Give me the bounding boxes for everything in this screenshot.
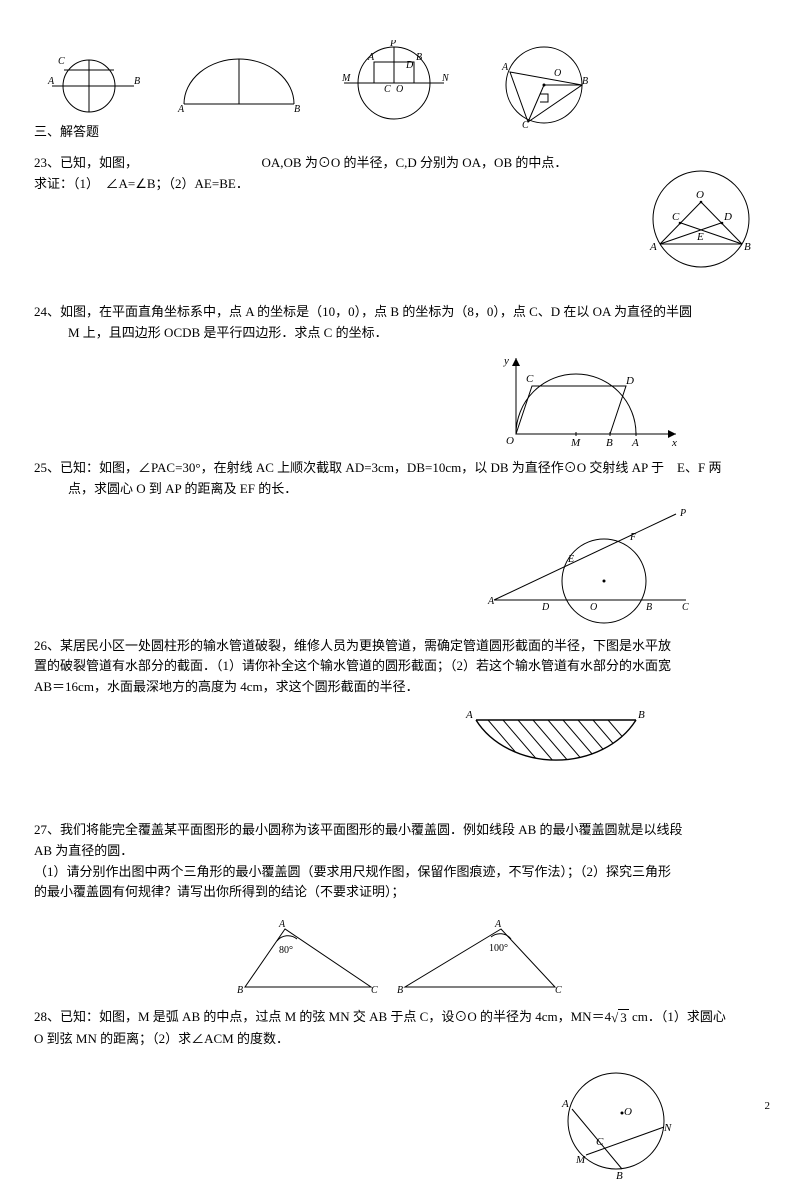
label-D: D bbox=[625, 375, 634, 387]
label-O: O bbox=[590, 602, 597, 613]
p25-line1: 25、已知：如图，∠PAC=30°，在射线 AC 上顺次截取 AD=3cm，DB… bbox=[34, 458, 766, 479]
problem-25: 25、已知：如图，∠PAC=30°，在射线 AC 上顺次截取 AD=3cm，DB… bbox=[34, 458, 766, 626]
problem-27: 27、我们将能完全覆盖某平面图形的最小圆称为该平面图形的最小覆盖圆．例如线段 A… bbox=[34, 820, 766, 997]
label-P: P bbox=[389, 40, 396, 49]
label-N: N bbox=[441, 73, 450, 84]
p25-line2: 点，求圆心 O 到 AP 的距离及 EF 的长． bbox=[34, 479, 766, 500]
problem-24: 24、如图，在平面直角坐标系中，点 A 的坐标是（10，0），点 B 的坐标为（… bbox=[34, 302, 766, 450]
label-M: M bbox=[570, 437, 581, 449]
angle-80: 80° bbox=[279, 945, 293, 956]
p26-line1: 26、某居民小区一处圆柱形的输水管道破裂，维修人员为更换管道，需确定管道圆形截面… bbox=[34, 636, 766, 657]
top-fig-4: A B C O bbox=[484, 40, 604, 130]
fig-26: A B bbox=[456, 706, 656, 776]
label-B: B bbox=[638, 709, 645, 721]
label-A: A bbox=[278, 919, 286, 930]
label-O: O bbox=[624, 1106, 632, 1118]
problem-23: 23、已知，如图， OA,OB 为⊙O 的半径，C,D 分别为 OA，OB 的中… bbox=[34, 153, 766, 275]
label-A: A bbox=[501, 62, 509, 73]
label-A: A bbox=[649, 241, 657, 253]
label-B: B bbox=[397, 985, 403, 996]
problem-26: 26、某居民小区一处圆柱形的输水管道破裂，维修人员为更换管道，需确定管道圆形截面… bbox=[34, 636, 766, 776]
label-B: B bbox=[582, 76, 588, 87]
label-B: B bbox=[616, 1170, 623, 1182]
p26-line2: 置的破裂管道有水部分的截面．（1）请你补全这个输水管道的圆形截面；（2）若这个输… bbox=[34, 656, 766, 677]
label-A: A bbox=[47, 76, 55, 87]
label-B: B bbox=[294, 104, 300, 115]
page-number: 2 bbox=[765, 1098, 771, 1116]
label-F: F bbox=[629, 532, 637, 543]
label-D: D bbox=[405, 60, 414, 71]
p28-line1: 28、已知：如图，M 是弧 AB 的中点，过点 M 的弦 MN 交 AB 于点 … bbox=[34, 1007, 766, 1028]
label-A: A bbox=[177, 104, 185, 115]
fig-25: A P D O B C E F bbox=[486, 506, 696, 626]
label-B: B bbox=[606, 437, 613, 449]
label-A: A bbox=[494, 919, 502, 930]
top-fig-2: A B bbox=[174, 54, 304, 124]
top-figures-row: C A B A B P M N A B D C O A B C O bbox=[34, 40, 766, 130]
label-P: P bbox=[679, 508, 686, 519]
p28-prefix: 28、已知：如图，M 是弧 AB 的中点，过点 M 的弦 MN 交 AB 于点 … bbox=[34, 1009, 611, 1024]
label-O: O bbox=[506, 435, 514, 447]
p27-line3: （1）请分别作出图中两个三角形的最小覆盖圆（要求用尺规作图，保留作图痕迹，不写作… bbox=[34, 862, 766, 883]
p27-line4: 的最小覆盖圆有何规律？请写出你所得到的结论（不要求证明）； bbox=[34, 882, 766, 903]
top-fig-1: C A B bbox=[34, 40, 144, 120]
p24-line1: 24、如图，在平面直角坐标系中，点 A 的坐标是（10，0），点 B 的坐标为（… bbox=[34, 302, 766, 323]
fig-28: O A M B N C bbox=[546, 1065, 686, 1185]
label-M: M bbox=[575, 1154, 586, 1166]
p28-line2: O 到弦 MN 的距离；（2）求∠ACM 的度数． bbox=[34, 1029, 766, 1050]
fig-24: O C D M B A x y bbox=[496, 350, 686, 450]
label-D: D bbox=[541, 602, 550, 613]
label-E: E bbox=[567, 554, 574, 565]
fig-27-left: A B C 80° bbox=[235, 917, 385, 997]
p24-line2: M 上，且四边形 OCDB 是平行四边形．求点 C 的坐标． bbox=[34, 323, 766, 344]
label-C: C bbox=[384, 84, 391, 95]
label-A: A bbox=[561, 1098, 569, 1110]
label-C: C bbox=[672, 211, 680, 223]
label-O: O bbox=[396, 84, 403, 95]
label-B: B bbox=[416, 52, 422, 63]
label-B: B bbox=[237, 985, 243, 996]
label-B: B bbox=[744, 241, 751, 253]
p27-line1: 27、我们将能完全覆盖某平面图形的最小圆称为该平面图形的最小覆盖圆．例如线段 A… bbox=[34, 820, 766, 841]
label-B: B bbox=[646, 602, 652, 613]
p26-line3: AB＝16cm，水面最深地方的高度为 4cm，求这个圆形截面的半径． bbox=[34, 677, 766, 698]
label-C: C bbox=[58, 56, 65, 67]
label-C: C bbox=[555, 985, 562, 996]
label-A: A bbox=[367, 52, 375, 63]
label-C: C bbox=[371, 985, 378, 996]
label-x: x bbox=[671, 437, 677, 449]
p27-line2: AB 为直径的圆． bbox=[34, 841, 766, 862]
label-A: A bbox=[465, 709, 473, 721]
label-N: N bbox=[663, 1122, 672, 1134]
angle-100: 100° bbox=[489, 943, 508, 954]
fig-27-right: A B C 100° bbox=[395, 917, 565, 997]
label-C: C bbox=[522, 120, 529, 130]
p28-suffix: cm．（1）求圆心 bbox=[629, 1009, 726, 1024]
label-M: M bbox=[341, 73, 351, 84]
label-O: O bbox=[554, 68, 561, 79]
problem-28: 28、已知：如图，M 是弧 AB 的中点，过点 M 的弦 MN 交 AB 于点 … bbox=[34, 1007, 766, 1185]
label-y: y bbox=[503, 355, 509, 367]
label-C: C bbox=[682, 602, 689, 613]
label-A: A bbox=[631, 437, 639, 449]
label-D: D bbox=[723, 211, 732, 223]
label-A: A bbox=[487, 596, 495, 607]
label-C: C bbox=[596, 1136, 604, 1148]
sqrt-3: √3 bbox=[611, 1008, 629, 1029]
label-B: B bbox=[134, 76, 140, 87]
top-fig-3: P M N A B D C O bbox=[334, 40, 454, 126]
label-C: C bbox=[526, 373, 534, 385]
fig-23: O C D A B E bbox=[636, 164, 766, 274]
label-E: E bbox=[696, 231, 704, 243]
label-O: O bbox=[696, 189, 704, 201]
